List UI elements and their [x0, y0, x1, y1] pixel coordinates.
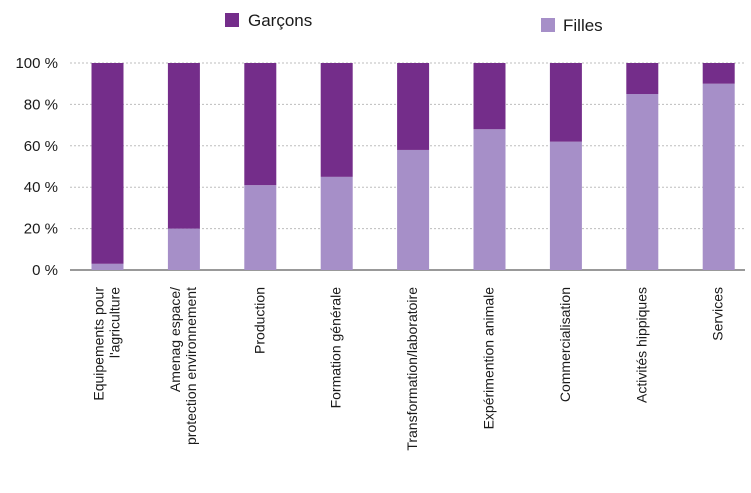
legend-swatch-filles: [541, 18, 555, 32]
x-category-label: Production: [251, 287, 267, 354]
x-category-label: Equipements pourl'agriculture: [91, 287, 123, 401]
bar-garcons-4: [320, 63, 353, 177]
y-tick-label: 40 %: [24, 179, 58, 196]
x-category-label: Transformation/laboratoire: [404, 287, 420, 451]
bars: [91, 63, 735, 270]
bar-garcons-7: [549, 63, 582, 142]
y-tick-label: 60 %: [24, 138, 58, 155]
bar-garcons-9: [702, 63, 735, 84]
bar-garcons-1: [91, 63, 124, 264]
y-tick-label: 20 %: [24, 221, 58, 238]
y-axis: 0 % 20 % 40 % 60 % 80 % 100 %: [15, 55, 58, 279]
bar-filles-8: [626, 94, 659, 270]
y-tick-label: 100 %: [15, 55, 58, 72]
bar-filles-7: [549, 141, 582, 270]
bar-garcons-8: [626, 63, 659, 95]
legend: Garçons Filles: [225, 11, 603, 35]
bar-filles-4: [320, 176, 353, 270]
x-category-label: Services: [710, 287, 726, 341]
bar-filles-6: [473, 129, 506, 270]
bar-filles-5: [397, 149, 430, 270]
bar-filles-1: [91, 263, 124, 270]
x-category-label: Amenag espace/protection environnement: [167, 287, 199, 445]
x-category-label: Commercialisation: [557, 287, 573, 402]
bar-filles-3: [244, 185, 277, 270]
bar-garcons-6: [473, 63, 506, 130]
legend-label-garcons: Garçons: [248, 11, 312, 30]
legend-swatch-garcons: [225, 13, 239, 27]
bar-garcons-3: [244, 63, 277, 186]
x-category-label: Expérimention animale: [481, 287, 497, 430]
x-category-label: Activités hippiques: [633, 287, 649, 403]
x-axis: Equipements pourl'agriculture Amenag espa…: [91, 287, 726, 451]
bar-filles-2: [167, 228, 200, 270]
bar-garcons-5: [397, 63, 430, 150]
x-category-label: Formation générale: [328, 287, 344, 409]
legend-label-filles: Filles: [563, 16, 603, 35]
y-tick-label: 80 %: [24, 96, 58, 113]
y-tick-label: 0 %: [32, 262, 58, 279]
bar-garcons-2: [167, 63, 200, 229]
bar-filles-9: [702, 83, 735, 270]
